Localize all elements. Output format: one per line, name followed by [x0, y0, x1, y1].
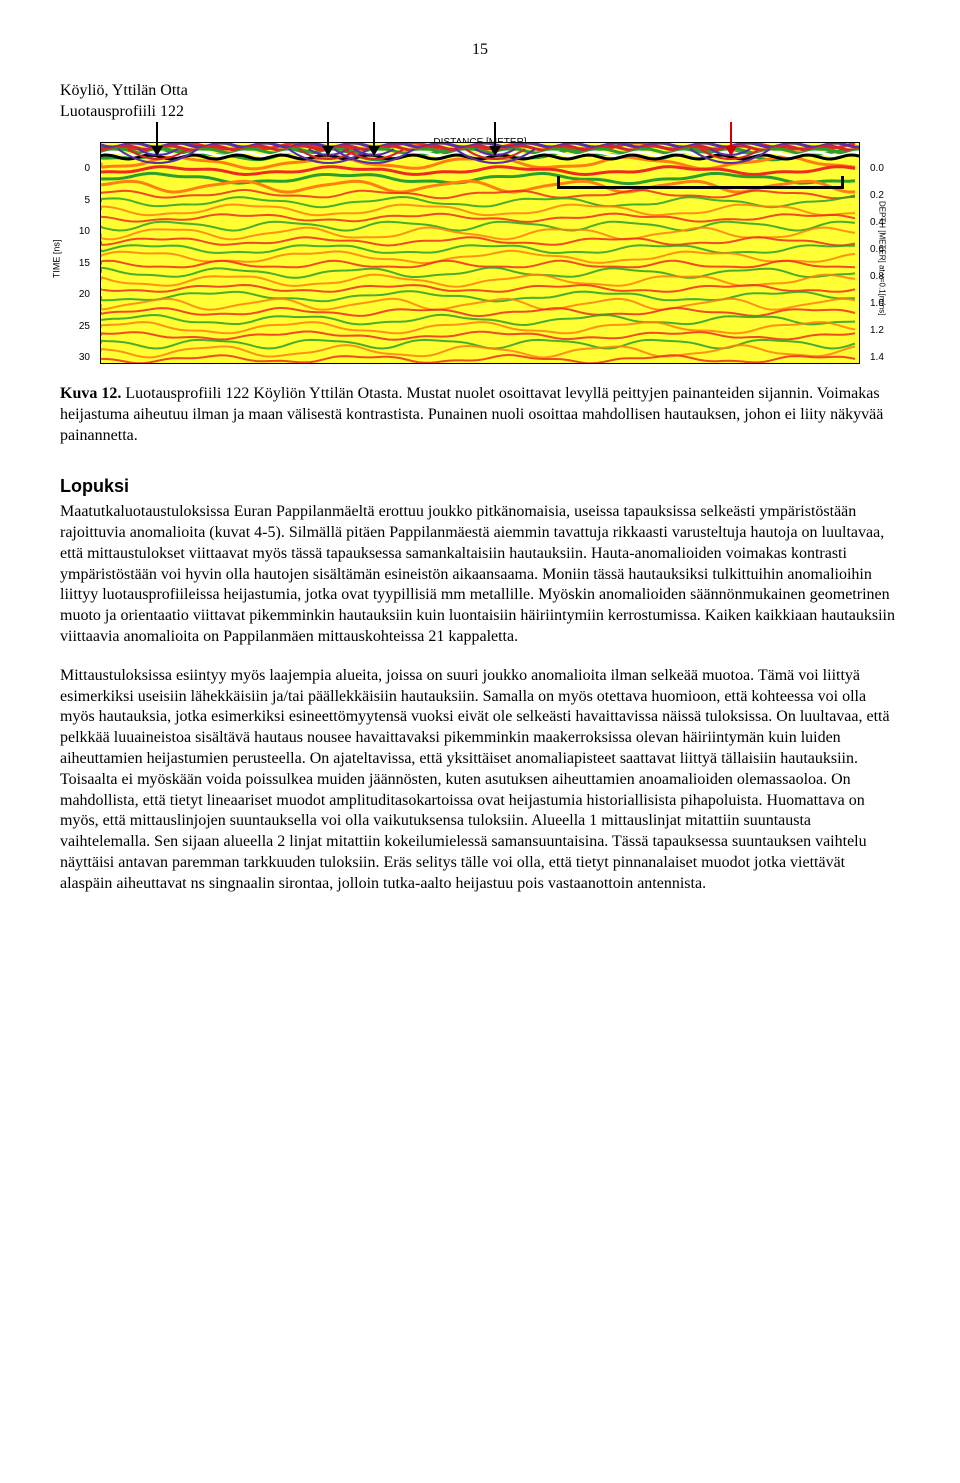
yaxis-right-tick: 1.4: [870, 351, 900, 364]
yaxis-right-tick: 0.2: [870, 189, 900, 202]
yaxis-right-ticks: 0.0 0.2 0.4 0.6 0.8 1.0 1.2 1.4: [870, 162, 900, 364]
arrow-head-icon: [725, 146, 737, 156]
radargram-chart: DISTANCE [METER] 01234567891011121314151…: [60, 142, 900, 364]
yaxis-left-ticks: 0 5 10 15 20 25 30: [60, 162, 90, 364]
arrow-head-icon: [322, 146, 334, 156]
yaxis-left-tick: 20: [60, 288, 90, 301]
yaxis-right-tick: 1.0: [870, 297, 900, 310]
caption-lead: Kuva 12.: [60, 385, 121, 402]
arrow-black-icon: [327, 122, 329, 148]
yaxis-left-tick: 5: [60, 194, 90, 207]
header-line-2: Luotausprofiili 122: [60, 102, 900, 123]
figure-caption: Kuva 12. Luotausprofiili 122 Köyliön Ytt…: [60, 384, 900, 446]
arrow-head-icon: [489, 146, 501, 156]
annotation-bracket: [557, 176, 844, 189]
yaxis-left-tick: 10: [60, 225, 90, 238]
yaxis-right-tick: 0.4: [870, 216, 900, 229]
header-line-1: Köyliö, Yttilän Otta: [60, 81, 900, 102]
yaxis-right-tick: 1.2: [870, 324, 900, 337]
paragraph-2: Mittaustuloksissa esiintyy myös laajempi…: [60, 666, 900, 895]
arrow-black-icon: [156, 122, 158, 148]
yaxis-right-tick: 0.0: [870, 162, 900, 175]
page-number: 15: [60, 40, 900, 61]
yaxis-right-tick: 0.6: [870, 243, 900, 256]
radargram-plot: [100, 142, 860, 364]
arrow-red-icon: [730, 122, 732, 148]
arrow-head-icon: [368, 146, 380, 156]
yaxis-left-tick: 30: [60, 351, 90, 364]
arrow-head-icon: [151, 146, 163, 156]
arrow-black-icon: [494, 122, 496, 148]
yaxis-left-tick: 0: [60, 162, 90, 175]
yaxis-right-tick: 0.8: [870, 270, 900, 283]
yaxis-left-tick: 15: [60, 257, 90, 270]
yaxis-left-tick: 25: [60, 320, 90, 333]
section-title: Lopuksi: [60, 475, 900, 498]
figure-header: Köyliö, Yttilän Otta Luotausprofiili 122: [60, 81, 900, 123]
caption-rest: Luotausprofiili 122 Köyliön Yttilän Otas…: [60, 385, 883, 444]
paragraph-1: Maatutkaluotaustuloksissa Euran Pappilan…: [60, 502, 900, 648]
arrow-black-icon: [373, 122, 375, 148]
